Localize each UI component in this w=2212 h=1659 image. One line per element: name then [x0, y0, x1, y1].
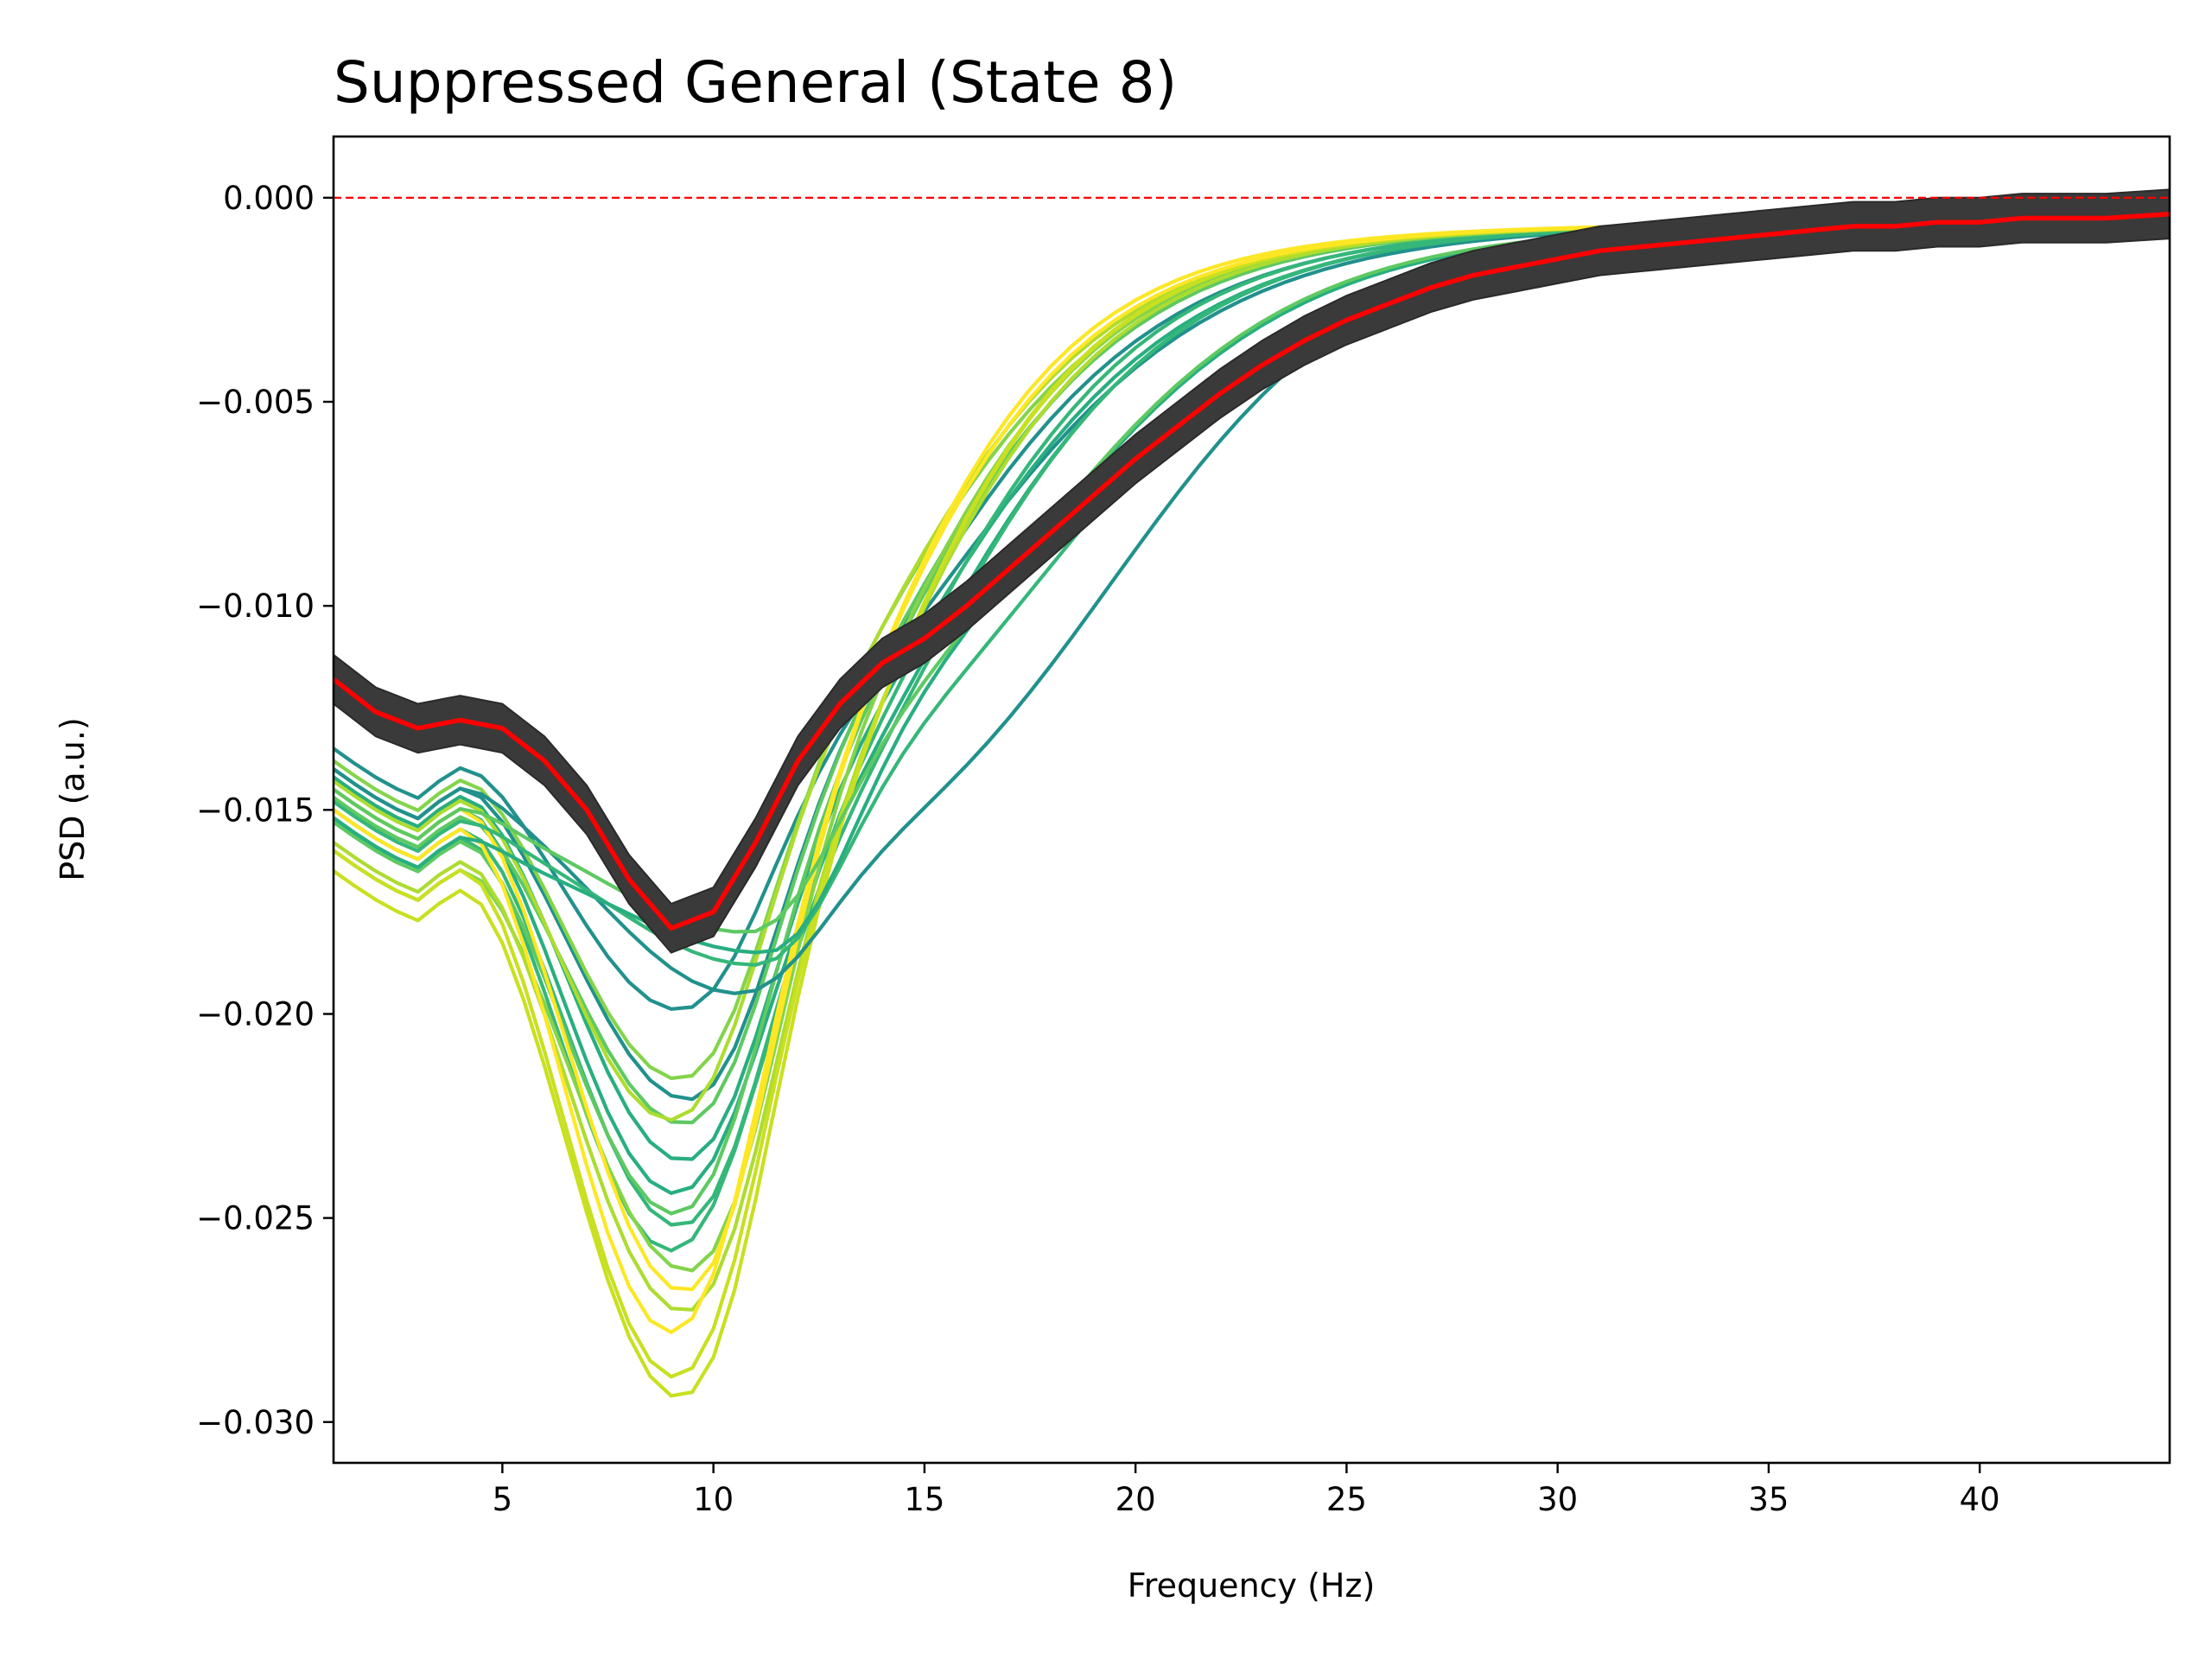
y-tick-label: −0.030: [196, 1404, 315, 1441]
x-tick-label: 25: [1326, 1481, 1367, 1518]
y-tick-label: −0.015: [196, 791, 315, 829]
plot-frame: [332, 135, 2171, 1465]
x-axis: 5 10 15 20 25 30 35 40: [493, 1463, 2000, 1518]
y-axis: 0.000 −0.005 −0.010 −0.015 −0.020 −0.025 −0.03…: [196, 180, 334, 1441]
x-tick-label: 40: [1960, 1481, 2000, 1518]
y-tick-label: 0.000: [223, 180, 315, 217]
y-tick-label: −0.005: [196, 384, 315, 421]
x-axis-title: Frequency (Hz): [1128, 1567, 1376, 1605]
mean-line: [334, 211, 2170, 931]
x-tick-label: 5: [493, 1481, 513, 1518]
y-axis-title: PSD (a.u.): [54, 717, 92, 881]
x-tick-label: 35: [1748, 1481, 1789, 1518]
x-tick-label: 10: [693, 1481, 734, 1518]
x-tick-label: 20: [1116, 1481, 1156, 1518]
y-tick-label: −0.020: [196, 995, 315, 1033]
plot-area: [334, 188, 2170, 1398]
chart-title: Suppressed General (State 8): [334, 49, 1177, 116]
mean-confidence-band: [334, 188, 2170, 954]
y-tick-label: −0.010: [196, 588, 315, 625]
y-tick-label: −0.025: [196, 1200, 315, 1237]
x-tick-label: 15: [904, 1481, 944, 1518]
x-tick-label: 30: [1537, 1481, 1578, 1518]
